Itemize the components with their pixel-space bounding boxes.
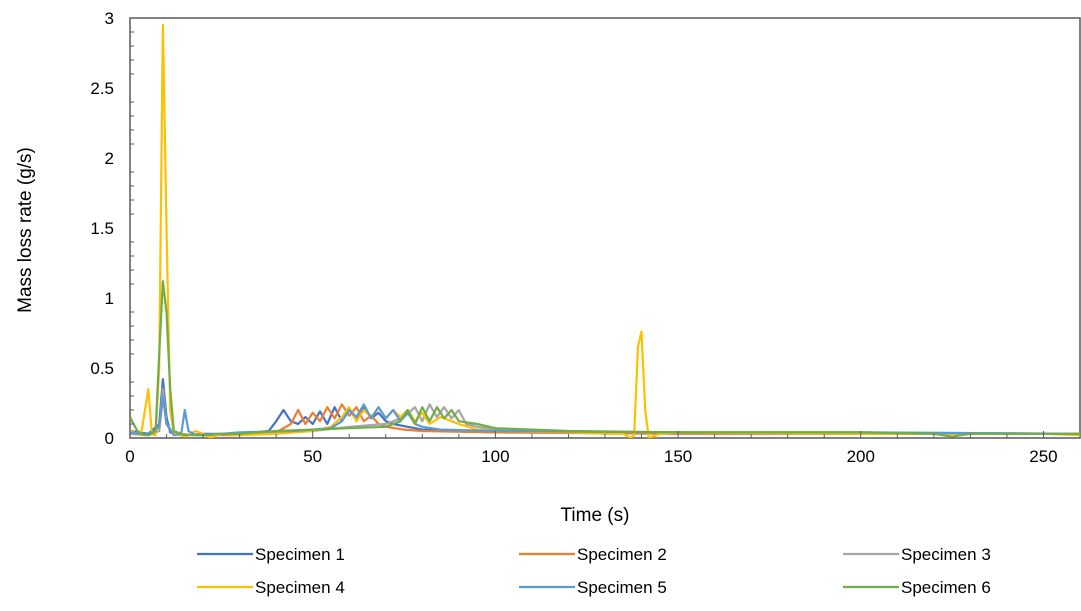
x-tick-label: 50 [303,447,322,466]
y-tick-label: 2 [105,149,114,168]
y-axis-title: Mass loss rate (g/s) [15,147,36,313]
y-tick-label: 1 [105,289,114,308]
legend-item-specimen-5: Specimen 5 [519,578,667,597]
x-tick-label: 100 [481,447,509,466]
y-tick-label: 3 [105,9,114,28]
plot-area: 0 0.5 1 1.5 2 2.5 3 0 50 100 150 200 250 [90,9,1081,466]
x-tick-label: 200 [847,447,875,466]
legend-label: Specimen 6 [901,578,991,597]
legend-label: Specimen 3 [901,545,991,564]
plot-frame [129,17,1081,439]
series-layer [130,23,1080,438]
legend-item-specimen-2: Specimen 2 [519,545,667,564]
series-line-specimen-1 [130,378,1080,437]
series-line-specimen-3 [130,387,1080,437]
x-tick-label: 0 [125,447,134,466]
x-tick-label: 250 [1029,447,1057,466]
legend-item-specimen-6: Specimen 6 [843,578,991,597]
legend-label: Specimen 5 [577,578,667,597]
legend-label: Specimen 1 [255,545,345,564]
legend-item-specimen-4: Specimen 4 [197,578,345,597]
series-line-specimen-6 [130,280,1080,438]
legend: Specimen 1 Specimen 2 Specimen 3 Specimen 4… [197,545,991,597]
y-tick-label: 0.5 [90,359,114,378]
y-tick-label: 0 [105,429,114,448]
series-line-specimen-5 [130,394,1080,437]
series-line-specimen-2 [130,394,1080,437]
x-axis-title: Time (s) [561,505,630,526]
series-line-specimen-4 [130,23,1080,438]
legend-label: Specimen 2 [577,545,667,564]
y-tick-label: 1.5 [90,219,114,238]
legend-item-specimen-3: Specimen 3 [843,545,991,564]
y-tick-label: 2.5 [90,79,114,98]
legend-item-specimen-1: Specimen 1 [197,545,345,564]
y-axis: 0 0.5 1 1.5 2 2.5 3 [90,9,134,448]
x-axis: 0 50 100 150 200 250 [125,431,1058,466]
x-tick-label: 150 [664,447,692,466]
legend-label: Specimen 4 [255,578,345,597]
